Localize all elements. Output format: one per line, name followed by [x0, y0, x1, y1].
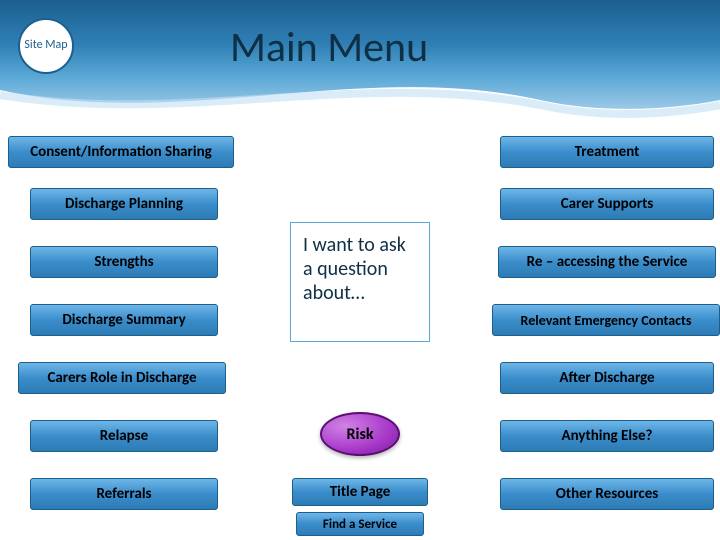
btn-label: Relapse: [100, 427, 148, 445]
sitemap-button[interactable]: Site Map: [18, 18, 74, 74]
btn-carer-supports[interactable]: Carer Supports: [500, 188, 714, 220]
btn-label: Discharge Planning: [65, 195, 183, 213]
btn-label: Carer Supports: [561, 195, 654, 213]
btn-label: Other Resources: [556, 485, 658, 503]
btn-discharge-summary[interactable]: Discharge Summary: [30, 304, 218, 336]
btn-label: Anything Else?: [561, 427, 652, 445]
btn-label: Strengths: [94, 253, 153, 271]
btn-carers-role[interactable]: Carers Role in Discharge: [18, 362, 226, 394]
btn-label: Title Page: [330, 483, 391, 501]
btn-reaccessing-service[interactable]: Re – accessing the Service: [498, 246, 716, 278]
btn-label: Carers Role in Discharge: [47, 369, 196, 387]
btn-anything-else[interactable]: Anything Else?: [500, 420, 714, 452]
btn-other-resources[interactable]: Other Resources: [500, 478, 714, 510]
btn-label: Re – accessing the Service: [527, 253, 688, 271]
btn-label: Discharge Summary: [62, 311, 185, 329]
btn-find-service[interactable]: Find a Service: [296, 512, 424, 536]
btn-after-discharge[interactable]: After Discharge: [500, 362, 714, 394]
btn-label: After Discharge: [559, 369, 654, 387]
btn-title-page[interactable]: Title Page: [292, 478, 428, 506]
page-title: Main Menu: [230, 22, 428, 73]
btn-referrals[interactable]: Referrals: [30, 478, 218, 510]
btn-risk[interactable]: Risk: [320, 412, 400, 456]
btn-relapse[interactable]: Relapse: [30, 420, 218, 452]
sitemap-label: Site Map: [24, 39, 67, 52]
btn-label: Treatment: [575, 143, 640, 161]
btn-label: Relevant Emergency Contacts: [521, 312, 692, 329]
btn-discharge-planning[interactable]: Discharge Planning: [30, 188, 218, 220]
center-prompt-box: I want to ask a question about…: [290, 222, 430, 342]
center-prompt-text: I want to ask a question about…: [303, 233, 406, 305]
btn-strengths[interactable]: Strengths: [30, 246, 218, 278]
btn-treatment[interactable]: Treatment: [500, 136, 714, 168]
btn-label: Risk: [347, 425, 374, 444]
btn-consent-info-sharing[interactable]: Consent/Information Sharing: [8, 136, 234, 168]
btn-label: Consent/Information Sharing: [30, 143, 212, 161]
header-wave: [0, 70, 720, 130]
btn-label: Find a Service: [323, 517, 397, 532]
btn-label: Referrals: [96, 485, 151, 503]
header-banner: Site Map Main Menu: [0, 0, 720, 110]
btn-emergency-contacts[interactable]: Relevant Emergency Contacts: [492, 304, 720, 336]
